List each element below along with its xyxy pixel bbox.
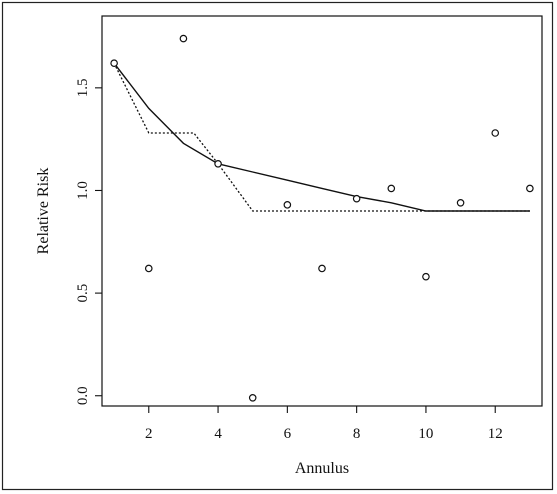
data-point bbox=[492, 130, 498, 136]
data-point bbox=[457, 200, 463, 206]
figure-border bbox=[3, 3, 553, 490]
y-tick-label-1.5: 1.5 bbox=[75, 78, 91, 97]
x-axis-label: Annulus bbox=[295, 460, 349, 477]
data-point bbox=[250, 395, 256, 401]
points-layer bbox=[111, 35, 533, 401]
data-point bbox=[146, 265, 152, 271]
data-point bbox=[388, 185, 394, 191]
data-point bbox=[423, 273, 429, 279]
solid-curve bbox=[114, 63, 530, 211]
y-tick-label-0.5: 0.5 bbox=[75, 284, 91, 303]
x-tick-label-4: 4 bbox=[214, 426, 222, 442]
data-point bbox=[284, 202, 290, 208]
x-tick-label-6: 6 bbox=[284, 426, 292, 442]
x-tick-label-2: 2 bbox=[145, 426, 153, 442]
y-tick-label-1: 1.0 bbox=[75, 181, 91, 200]
data-point bbox=[215, 161, 221, 167]
y-axis-label: Relative Risk bbox=[35, 168, 52, 255]
x-tick-label-8: 8 bbox=[353, 426, 361, 442]
axes: 2 4 6 8 10 12 0.0 0.5 1.0 1.5 bbox=[75, 78, 503, 442]
series-layer bbox=[114, 63, 530, 211]
y-tick-label-0: 0.0 bbox=[75, 386, 91, 405]
data-point bbox=[180, 35, 186, 41]
x-tick-label-10: 10 bbox=[418, 426, 433, 442]
data-point bbox=[319, 265, 325, 271]
data-point bbox=[527, 185, 533, 191]
x-tick-label-12: 12 bbox=[488, 426, 503, 442]
data-point bbox=[111, 60, 117, 66]
data-point bbox=[353, 195, 359, 201]
